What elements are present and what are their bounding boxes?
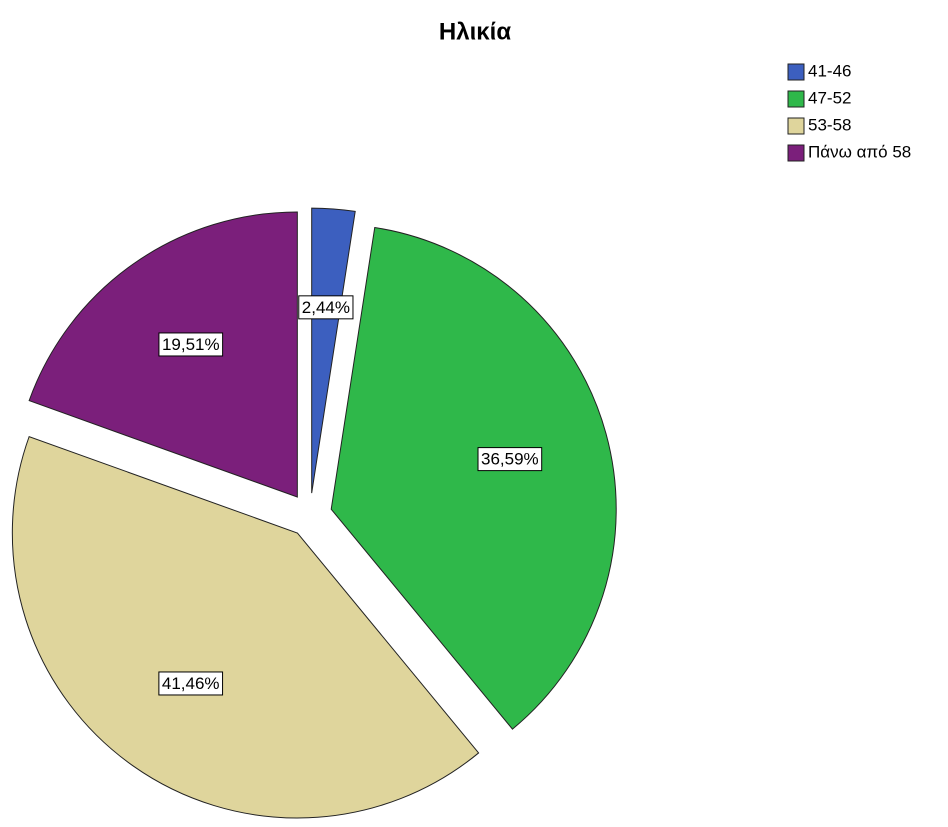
legend-swatch: [787, 117, 805, 135]
data-label: 19,51%: [158, 332, 224, 357]
data-label: 41,46%: [158, 671, 224, 696]
data-label-text: 19,51%: [162, 335, 220, 354]
chart-title: Ηλικία: [439, 18, 511, 45]
legend-label: 47-52: [808, 88, 851, 107]
data-label-text: 2,44%: [302, 298, 350, 317]
data-label-box: [477, 447, 543, 472]
data-label: 36,59%: [477, 447, 543, 472]
pie-slice: [311, 207, 356, 494]
data-label: 2,44%: [298, 295, 354, 320]
data-label-box: [158, 671, 224, 696]
legend-label: 53-58: [808, 115, 851, 134]
pie-slice: [11, 435, 480, 819]
pie-slice: [330, 226, 617, 730]
legend-swatch: [787, 63, 805, 81]
legend-swatch: [787, 144, 805, 162]
data-label-box: [158, 332, 224, 357]
legend-label: Πάνω από 58: [808, 142, 911, 161]
data-label-box: [298, 295, 354, 320]
data-label-text: 41,46%: [162, 674, 220, 693]
legend-label: 41-46: [808, 61, 851, 80]
legend-swatch: [787, 90, 805, 108]
data-label-text: 36,59%: [481, 450, 539, 469]
